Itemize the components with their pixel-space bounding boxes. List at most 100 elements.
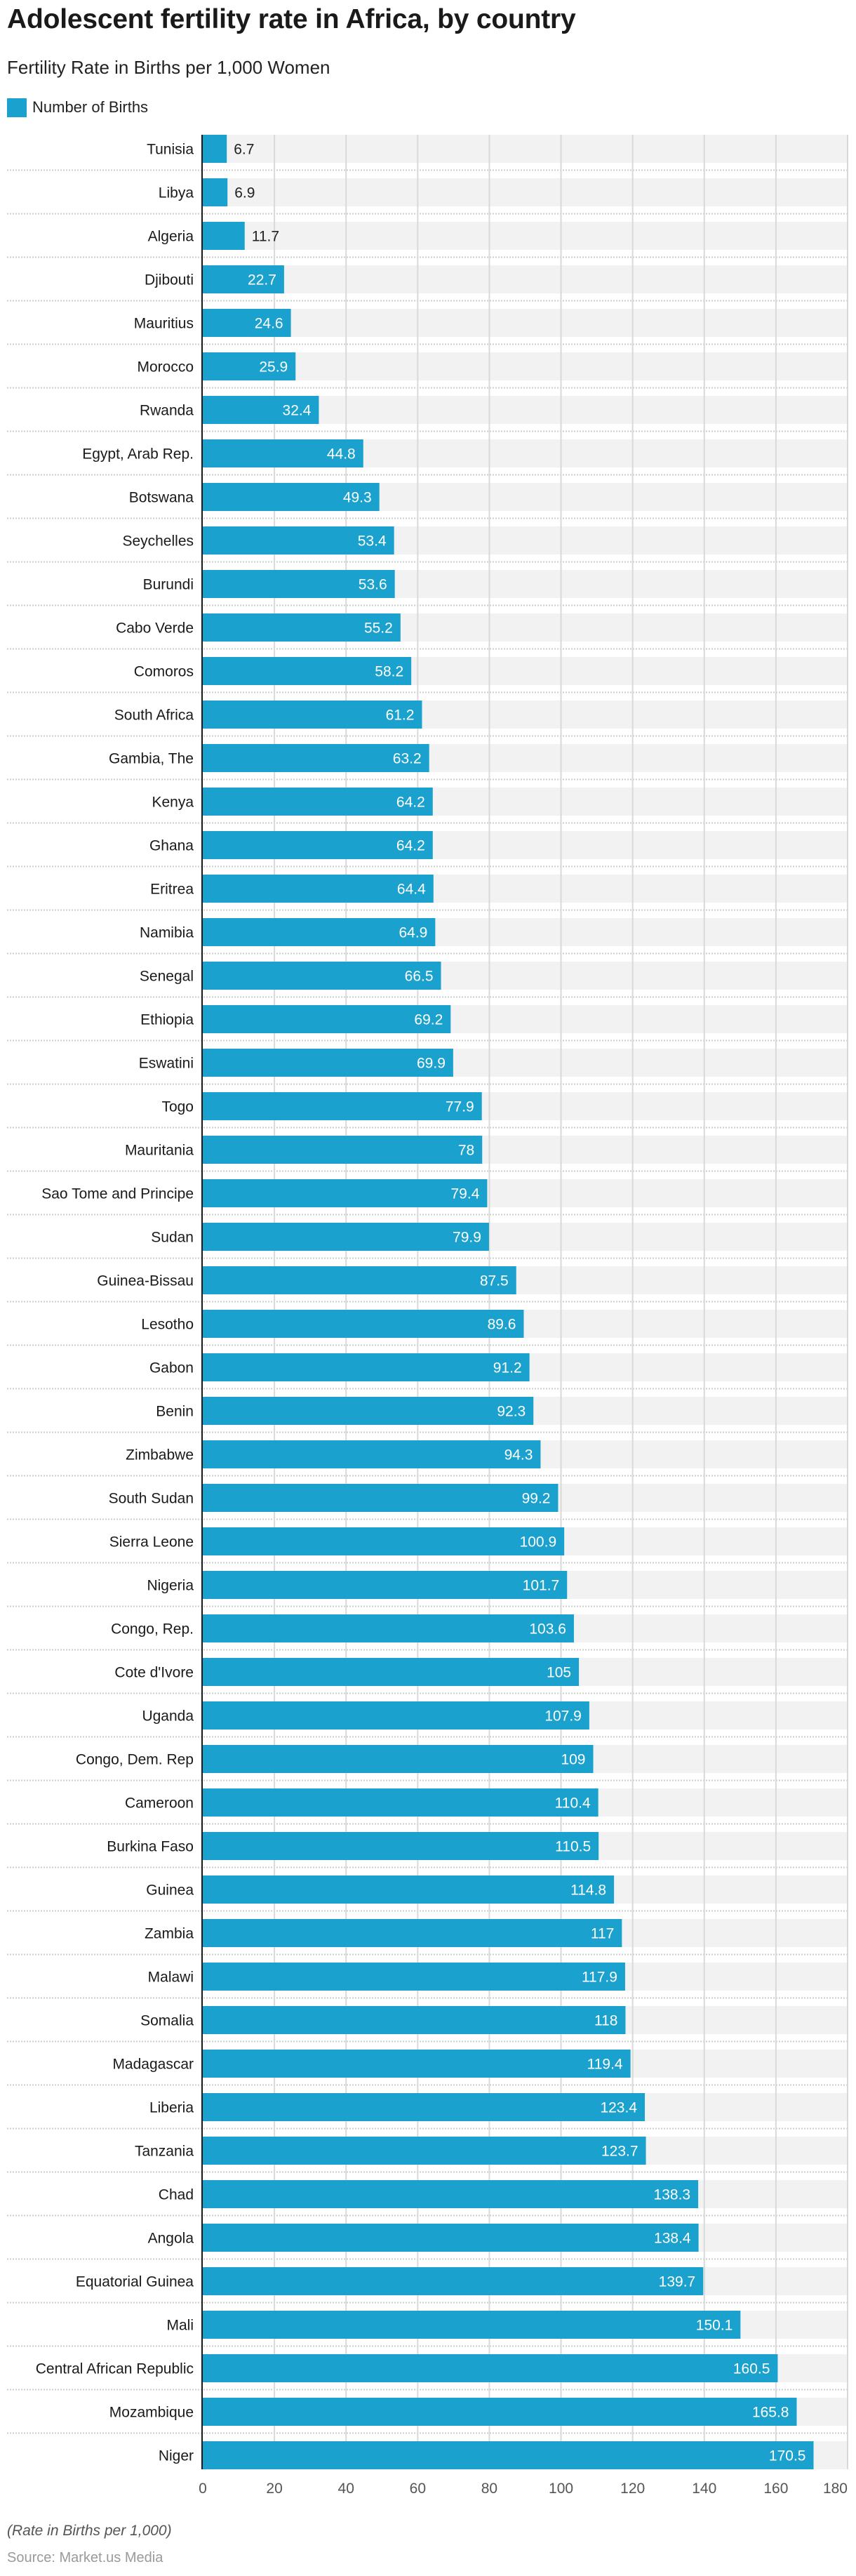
bar-mauritania — [203, 1136, 483, 1164]
category-label: Ethiopia — [140, 1012, 194, 1028]
category-label: Comoros — [134, 664, 194, 680]
value-label: 119.4 — [587, 2057, 623, 2073]
category-label: Niger — [159, 2448, 194, 2464]
category-label: Tunisia — [147, 142, 194, 158]
category-label: Sierra Leone — [109, 1534, 194, 1551]
x-tick-label: 0 — [199, 2481, 207, 2497]
bar-tanzania — [203, 2137, 646, 2165]
category-label: Botswana — [129, 490, 194, 506]
bar-cabo-verde — [203, 613, 401, 642]
value-label: 110.5 — [555, 1839, 591, 1855]
bar-zimbabwe — [203, 1440, 541, 1468]
bar-comoros — [203, 657, 412, 685]
chart-title: Adolescent fertility rate in Africa, by … — [7, 4, 576, 34]
value-label: 64.9 — [399, 925, 427, 941]
category-label: Mauritania — [125, 1143, 194, 1159]
x-tick-label: 140 — [692, 2481, 716, 2497]
category-label: Nigeria — [147, 1578, 194, 1594]
row-band — [203, 135, 848, 163]
bar-malawi — [203, 1963, 625, 1991]
value-label: 123.7 — [601, 2144, 638, 2160]
value-label: 105 — [547, 1665, 571, 1681]
category-label: Guinea — [146, 1883, 194, 1899]
x-tick-label: 120 — [620, 2481, 645, 2497]
value-label: 64.2 — [396, 795, 425, 811]
category-label: Eswatini — [139, 1056, 194, 1072]
legend-swatch-number-of-births — [7, 98, 27, 117]
category-label: Burundi — [143, 577, 194, 593]
bar-guinea — [203, 1875, 615, 1904]
bar-ethiopia — [203, 1005, 451, 1033]
legend-label-number-of-births[interactable]: Number of Births — [32, 98, 149, 116]
value-label: 150.1 — [696, 2318, 733, 2334]
category-label: Chad — [159, 2187, 194, 2203]
value-label: 92.3 — [497, 1404, 526, 1420]
value-label: 64.4 — [397, 882, 426, 898]
value-label: 69.9 — [417, 1056, 446, 1072]
value-label: 32.4 — [283, 403, 312, 419]
bar-madagascar — [203, 2050, 631, 2078]
category-labels: Tunisia Libya Algeria Djibouti Mauritius Moro… — [36, 142, 194, 2464]
category-label: Mali — [166, 2318, 194, 2334]
category-label: Equatorial Guinea — [76, 2274, 194, 2290]
row-band — [203, 265, 848, 293]
category-label: Tanzania — [135, 2144, 194, 2160]
bar-chad — [203, 2180, 699, 2208]
category-label: Cameroon — [125, 1795, 194, 1812]
bar-cameroon — [203, 1788, 598, 1817]
category-label: Zambia — [145, 1926, 194, 1942]
category-label: Congo, Rep. — [111, 1621, 194, 1638]
x-tick-label: 20 — [266, 2481, 282, 2497]
value-label: 139.7 — [659, 2274, 696, 2290]
row-band — [203, 178, 848, 206]
bar-congo-rep- — [203, 1614, 574, 1642]
value-labels: 6.7 6.9 11.7 22.7 24.6 25.9 32.4 44.8 49.3 53.4 53… — [234, 142, 805, 2464]
category-label: Egypt, Arab Rep. — [82, 446, 194, 463]
category-label: Sao Tome and Principe — [41, 1186, 194, 1202]
category-label: Gabon — [149, 1360, 194, 1376]
bar-togo — [203, 1092, 482, 1120]
value-label: 117 — [591, 1926, 614, 1942]
category-label: Morocco — [137, 359, 194, 376]
value-label: 49.3 — [343, 490, 372, 506]
source-credit: Source: Market.us Media — [7, 2550, 163, 2565]
value-label: 110.4 — [555, 1795, 591, 1812]
footnote: (Rate in Births per 1,000) — [7, 2523, 172, 2539]
category-label: South Africa — [114, 708, 194, 724]
category-label: Burkina Faso — [107, 1839, 194, 1855]
bar-sao-tome-and-principe — [203, 1179, 488, 1207]
bar-south-africa — [203, 701, 422, 729]
bar-tunisia — [203, 135, 227, 163]
category-label: Uganda — [142, 1708, 194, 1725]
category-label: Djibouti — [145, 272, 194, 288]
value-label: 107.9 — [544, 1708, 582, 1725]
value-label: 100.9 — [520, 1534, 557, 1551]
category-label: Senegal — [140, 969, 194, 985]
value-label: 138.3 — [654, 2187, 691, 2203]
value-label: 79.4 — [451, 1186, 480, 1202]
value-label: 63.2 — [393, 751, 422, 767]
category-label: Malawi — [148, 1970, 194, 1986]
bar-burkina-faso — [203, 1832, 599, 1860]
value-label: 69.2 — [414, 1012, 443, 1028]
category-label: Angola — [148, 2231, 194, 2247]
bar-nigeria — [203, 1571, 568, 1599]
value-label: 99.2 — [522, 1491, 551, 1507]
bar-uganda — [203, 1701, 589, 1729]
bar-seychelles — [203, 526, 394, 555]
category-label: Seychelles — [122, 533, 194, 550]
bar-djibouti — [203, 265, 284, 293]
category-label: Zimbabwe — [126, 1447, 194, 1463]
row-band — [203, 309, 848, 337]
value-label: 91.2 — [493, 1360, 522, 1376]
value-label: 6.9 — [234, 185, 255, 201]
x-tick-label: 40 — [338, 2481, 354, 2497]
category-label: Somalia — [140, 2013, 194, 2029]
value-label: 114.8 — [570, 1883, 606, 1899]
row-band — [203, 352, 848, 380]
bar-mauritius — [203, 309, 291, 337]
bar-angola — [203, 2224, 699, 2252]
value-label: 22.7 — [248, 272, 276, 288]
value-label: 61.2 — [386, 708, 415, 724]
